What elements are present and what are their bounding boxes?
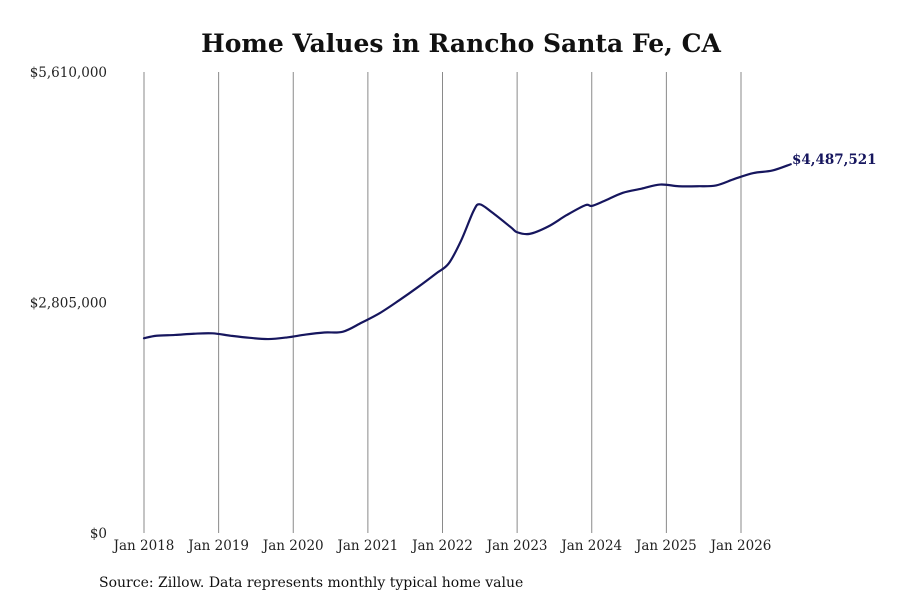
data-point-2021-09 [417,286,419,288]
data-point-2018-06 [174,334,176,336]
data-point-2024-09 [640,188,642,190]
data-point-2023-09 [566,214,568,216]
data-point-2020-12 [361,322,363,324]
data-point-2022-02 [448,262,450,264]
data-point-2024-03 [603,200,605,202]
data-point-2024-01 [591,205,593,207]
data-point-2021-06 [398,299,400,301]
series-layer [142,163,792,341]
x-tick-label: Jan 2021 [335,538,398,554]
data-point-2019-03 [230,335,232,337]
data-point-2022-09 [491,211,493,213]
data-point-2018-03 [155,335,157,337]
data-point-2019-09 [267,338,269,340]
data-point-2022-07 [479,203,481,205]
source-note: Source: Zillow. Data represents monthly … [99,575,523,591]
x-tick-label: Jan 2023 [485,538,548,554]
data-point-2025-03 [678,185,680,187]
y-tick-label: $2,805,000 [30,296,107,312]
data-point-2026-06 [771,170,773,172]
y-tick-label: $0 [90,526,107,542]
x-tick-label: Jan 2019 [186,538,249,554]
data-point-2023-03 [528,233,530,235]
x-tick-label: Jan 2024 [559,538,622,554]
x-tick-label: Jan 2018 [112,538,175,554]
data-point-2022-12 [510,226,512,228]
x-axis: Jan 2018 Jan 2019 Jan 2020 Jan 2021 Jan 2022… [112,538,772,554]
data-point-2023-01 [516,231,518,233]
data-point-2021-12 [435,272,437,274]
x-tick-label: Jan 2022 [410,538,473,554]
x-tick-label: Jan 2026 [709,538,772,554]
data-point-2022-06 [472,210,474,212]
data-point-2024-12 [659,183,661,185]
data-point-2020-03 [305,333,307,335]
data-point-2023-12 [584,204,586,206]
x-tick-label: Jan 2025 [634,538,697,554]
data-point-2019-06 [249,337,251,339]
data-point-2018-12 [211,332,213,334]
data-point-2024-06 [622,192,624,194]
data-point-2018-01 [143,337,145,339]
data-point-2022-04 [460,239,462,241]
data-point-2018-09 [193,333,195,335]
data-point-2025-12 [734,178,736,180]
data-point-2020-06 [323,331,325,333]
y-axis: $0 $2,805,000 $5,610,000 [30,65,107,542]
end-value-label: $4,487,521 [792,152,877,168]
chart-title: Home Values in Rancho Santa Fe, CA [201,29,721,58]
data-point-2023-06 [547,225,549,227]
data-point-2021-03 [379,312,381,314]
series-line-0 [142,163,792,341]
x-tick-label: Jan 2020 [261,538,324,554]
data-point-2019-12 [286,336,288,338]
grid [143,72,742,533]
data-point-2026-03 [752,172,754,174]
data-point-2020-09 [342,331,344,333]
y-tick-label: $5,610,000 [30,65,107,81]
data-point-2025-09 [715,184,717,186]
data-point-2025-06 [696,185,698,187]
